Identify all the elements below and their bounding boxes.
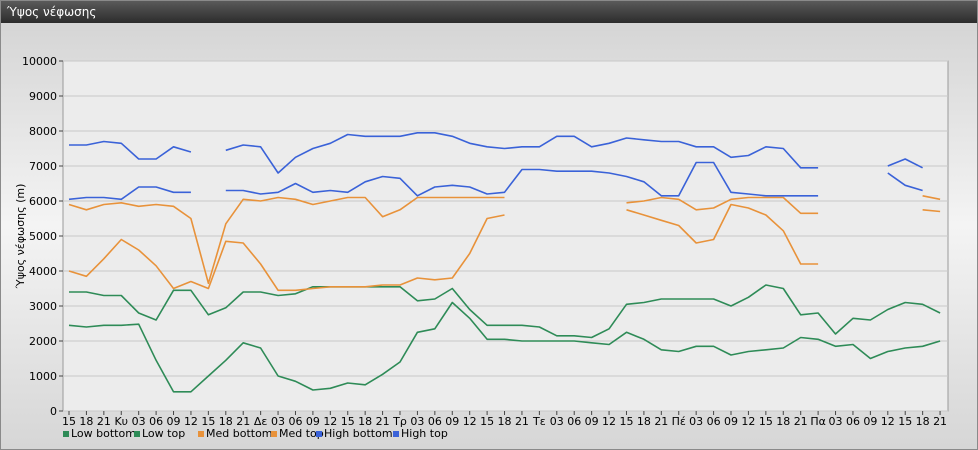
x-tick-label: 18 <box>916 415 930 428</box>
x-tick-label: Πα <box>810 415 826 428</box>
legend-item: High bottom <box>316 427 393 440</box>
x-tick-label: 21 <box>376 415 390 428</box>
x-tick-label: 18 <box>358 415 372 428</box>
x-tick-label: 15 <box>201 415 215 428</box>
legend-item: High top <box>393 427 448 440</box>
x-tick-label: 18 <box>219 415 233 428</box>
legend-swatch <box>316 431 322 437</box>
series-line-low-top <box>69 284 941 339</box>
x-tick-label: 09 <box>445 415 459 428</box>
legend-label: Low bottom <box>71 427 136 440</box>
x-tick-label: 09 <box>863 415 877 428</box>
x-tick-label: 06 <box>707 415 721 428</box>
series-line-med-bottom <box>68 203 941 292</box>
y-tick-label: 0 <box>50 405 57 418</box>
legend-item: Low bottom <box>63 427 136 440</box>
x-tick-label: 12 <box>463 415 477 428</box>
series-line-low-bottom <box>68 301 941 393</box>
x-tick-label: 21 <box>794 415 808 428</box>
x-tick-label: 15 <box>480 415 494 428</box>
x-tick-label: 21 <box>933 415 947 428</box>
legend-label: Med bottom <box>206 427 273 440</box>
x-tick-label: 12 <box>602 415 616 428</box>
x-tick-label: 09 <box>306 415 320 428</box>
x-tick-label: 09 <box>167 415 181 428</box>
legend-label: High top <box>401 427 448 440</box>
legend-item: Med top <box>271 427 324 440</box>
x-tick-label: 03 <box>132 415 146 428</box>
x-tick-label: 21 <box>515 415 529 428</box>
series-line-high-bottom <box>68 161 923 201</box>
x-tick-label: 15 <box>341 415 355 428</box>
x-tick-label: Τρ <box>392 415 407 428</box>
x-tick-label: 15 <box>759 415 773 428</box>
x-tick-label: 06 <box>288 415 302 428</box>
legend-swatch <box>271 431 277 437</box>
legend-item: Med bottom <box>198 427 273 440</box>
y-tick-label: 6000 <box>29 195 57 208</box>
x-tick-label: 06 <box>846 415 860 428</box>
x-tick-label: 06 <box>567 415 581 428</box>
x-tick-label: 03 <box>689 415 703 428</box>
y-tick-label: 5000 <box>29 230 57 243</box>
x-tick-label: 15 <box>62 415 76 428</box>
x-tick-label: 12 <box>323 415 337 428</box>
x-tick-label: 06 <box>428 415 442 428</box>
x-tick-label: 06 <box>149 415 163 428</box>
legend-swatch <box>63 431 69 437</box>
x-tick-label: 03 <box>829 415 843 428</box>
x-tick-label: 03 <box>550 415 564 428</box>
y-tick-label: 9000 <box>29 90 57 103</box>
legend-label: Low top <box>142 427 185 440</box>
y-tick-label: 8000 <box>29 125 57 138</box>
x-tick-label: Τε <box>532 415 546 428</box>
x-tick-label: 18 <box>498 415 512 428</box>
x-tick-label: 15 <box>898 415 912 428</box>
x-tick-label: 12 <box>184 415 198 428</box>
legend-item: Low top <box>134 427 185 440</box>
x-tick-label: 12 <box>741 415 755 428</box>
y-tick-label: 7000 <box>29 160 57 173</box>
x-tick-label: Δε <box>254 415 268 428</box>
series-line-med-top <box>68 195 941 285</box>
y-tick-label: 4000 <box>29 265 57 278</box>
y-tick-label: 2000 <box>29 335 57 348</box>
y-tick-label: 10000 <box>22 55 57 68</box>
x-tick-label: 03 <box>410 415 424 428</box>
x-tick-label: 21 <box>97 415 111 428</box>
y-tick-label: 3000 <box>29 300 57 313</box>
x-tick-label: 03 <box>271 415 285 428</box>
x-tick-label: Κυ <box>114 415 128 428</box>
series-line-high-top <box>69 132 923 174</box>
legend-label: Med top <box>279 427 324 440</box>
x-tick-label: 12 <box>881 415 895 428</box>
x-tick-label: 15 <box>619 415 633 428</box>
y-tick-label: 1000 <box>29 370 57 383</box>
x-tick-label: 18 <box>637 415 651 428</box>
legend-swatch <box>198 431 204 437</box>
x-tick-label: 21 <box>654 415 668 428</box>
x-tick-label: 09 <box>585 415 599 428</box>
y-axis-label: Ύψος νέφωσης (m) <box>14 184 27 290</box>
legend-swatch <box>393 431 399 437</box>
x-tick-label: 18 <box>79 415 93 428</box>
x-tick-label: 09 <box>724 415 738 428</box>
x-tick-label: 18 <box>776 415 790 428</box>
x-tick-label: Πέ <box>672 415 686 428</box>
legend-label: High bottom <box>324 427 393 440</box>
legend-swatch <box>134 431 140 437</box>
window-title: Ύψος νέφωσης <box>1 1 977 23</box>
x-tick-label: 21 <box>236 415 250 428</box>
